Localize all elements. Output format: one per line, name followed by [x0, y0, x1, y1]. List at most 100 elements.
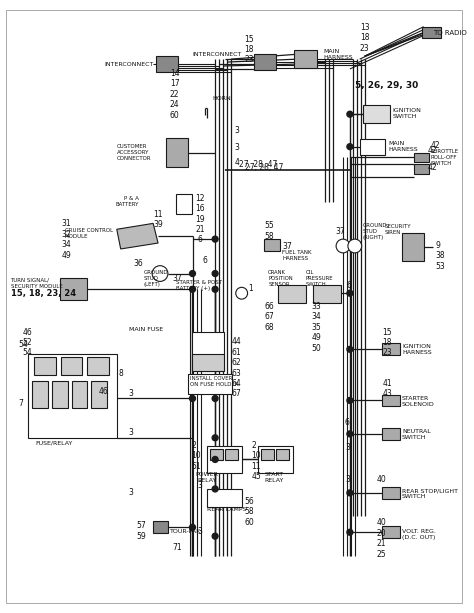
- Text: 41
43: 41 43: [383, 379, 392, 398]
- Circle shape: [152, 265, 168, 281]
- Circle shape: [347, 529, 353, 535]
- Circle shape: [212, 533, 218, 539]
- Text: 33
34
35
49
50: 33 34 35 49 50: [311, 302, 321, 352]
- Text: 3: 3: [197, 481, 202, 490]
- Text: 40
20
21
25: 40 20 21 25: [376, 519, 386, 558]
- Bar: [28, 354, 117, 438]
- Circle shape: [236, 287, 247, 299]
- Text: 2
10
51: 2 10 51: [191, 441, 201, 471]
- Circle shape: [212, 270, 218, 276]
- Bar: [294, 50, 318, 68]
- Circle shape: [348, 239, 362, 253]
- Circle shape: [347, 346, 353, 352]
- Text: 71: 71: [173, 544, 182, 552]
- Bar: [383, 428, 400, 440]
- Text: 3: 3: [235, 126, 240, 135]
- Bar: [414, 153, 428, 162]
- Text: CRUISE CONTROL
MODULE: CRUISE CONTROL MODULE: [64, 228, 113, 238]
- Circle shape: [190, 524, 195, 530]
- Text: OIL
PRESSURE
SWITCH: OIL PRESSURE SWITCH: [306, 270, 333, 287]
- Text: 57
59: 57 59: [137, 522, 146, 541]
- Text: POWER
RELAY: POWER RELAY: [196, 472, 219, 482]
- Text: IGNITION
SWITCH: IGNITION SWITCH: [392, 108, 421, 119]
- Text: 5, 26, 29, 30: 5, 26, 29, 30: [355, 81, 418, 90]
- Bar: [276, 449, 289, 460]
- Bar: [176, 194, 191, 213]
- Bar: [156, 56, 178, 72]
- Text: 11
39: 11 39: [153, 210, 163, 229]
- Circle shape: [212, 236, 218, 242]
- Text: INTERCONNECT: INTERCONNECT: [192, 51, 242, 57]
- Circle shape: [212, 395, 218, 402]
- Circle shape: [347, 397, 353, 403]
- Bar: [32, 381, 48, 408]
- Text: 7: 7: [18, 399, 23, 408]
- Bar: [87, 357, 109, 375]
- Text: 40: 40: [376, 474, 386, 484]
- Text: 3: 3: [235, 143, 240, 152]
- Circle shape: [347, 143, 353, 150]
- Text: 15
18
23: 15 18 23: [245, 34, 254, 64]
- Text: 15
18
23: 15 18 23: [383, 327, 392, 357]
- Text: 14
17
22
24
60: 14 17 22 24 60: [170, 69, 180, 120]
- Text: 9
38
53: 9 38 53: [436, 241, 445, 271]
- Text: 42: 42: [428, 163, 437, 172]
- Bar: [264, 239, 280, 251]
- Text: 46: 46: [99, 387, 109, 396]
- Text: 1: 1: [248, 284, 253, 293]
- Text: MAIN
HARNESS: MAIN HARNESS: [323, 49, 353, 60]
- Text: 2
10
11
45: 2 10 11 45: [252, 441, 261, 481]
- Text: 6: 6: [347, 281, 352, 290]
- Text: 15, 18, 23, 24: 15, 18, 23, 24: [10, 289, 76, 298]
- Text: 37: 37: [173, 274, 182, 283]
- Circle shape: [212, 457, 218, 462]
- Text: 3: 3: [128, 389, 134, 398]
- Text: HORN: HORN: [212, 96, 231, 101]
- Text: THROTTLE
ROLL-OFF
SWITCH: THROTTLE ROLL-OFF SWITCH: [430, 149, 459, 166]
- Bar: [166, 138, 188, 167]
- Text: 36: 36: [134, 259, 143, 268]
- Bar: [360, 139, 385, 154]
- Bar: [72, 381, 87, 408]
- Bar: [313, 286, 341, 303]
- Text: 66
67
68: 66 67 68: [264, 302, 274, 332]
- Bar: [188, 374, 232, 394]
- Text: 44
61
62
63
64
67: 44 61 62 63 64 67: [232, 338, 242, 398]
- Circle shape: [190, 286, 195, 292]
- Text: 37: 37: [282, 242, 292, 251]
- Text: 12
16
19
21: 12 16 19 21: [195, 194, 205, 234]
- Text: MAIN
HARNESS: MAIN HARNESS: [388, 141, 418, 152]
- Circle shape: [190, 270, 195, 276]
- Text: NEUTRAL
SWITCH: NEUTRAL SWITCH: [402, 430, 431, 440]
- Text: IGNITION
HARNESS: IGNITION HARNESS: [402, 344, 432, 355]
- Text: 6: 6: [202, 256, 207, 265]
- Text: 27, 28, 47: 27, 28, 47: [239, 160, 277, 169]
- Circle shape: [336, 239, 350, 253]
- Bar: [261, 449, 274, 460]
- Polygon shape: [117, 223, 158, 249]
- Text: STARTER & POST
BATTERY (+): STARTER & POST BATTERY (+): [176, 280, 222, 291]
- Text: START
RELAY: START RELAY: [264, 472, 284, 482]
- Bar: [225, 449, 238, 460]
- Bar: [61, 357, 82, 375]
- Bar: [153, 522, 168, 533]
- Text: 56
58
60: 56 58 60: [245, 497, 255, 527]
- Text: 3: 3: [345, 474, 350, 484]
- Text: CUSTOMER
ACCESSORY
CONNECTOR: CUSTOMER ACCESSORY CONNECTOR: [117, 144, 151, 161]
- Text: SECURITY
SIREN: SECURITY SIREN: [384, 224, 411, 235]
- Bar: [383, 527, 400, 538]
- Bar: [278, 286, 306, 303]
- Text: 3: 3: [197, 527, 202, 536]
- Text: VOLT. REG.
(D.C. OUT): VOLT. REG. (D.C. OUT): [402, 529, 436, 539]
- Text: 27, 28, 47: 27, 28, 47: [245, 163, 283, 172]
- Text: MAIN FUSE: MAIN FUSE: [129, 327, 163, 332]
- Circle shape: [212, 286, 218, 292]
- Bar: [91, 381, 107, 408]
- Bar: [192, 354, 224, 371]
- Circle shape: [347, 111, 353, 117]
- Text: GROUND
STUD
(LEFT): GROUND STUD (LEFT): [143, 270, 168, 287]
- Text: CRANK
POSITION
SENSOR: CRANK POSITION SENSOR: [268, 270, 293, 287]
- Text: INSTALL COVER
ON FUSE HOLDER: INSTALL COVER ON FUSE HOLDER: [190, 376, 238, 387]
- Circle shape: [347, 291, 353, 296]
- Bar: [192, 332, 224, 371]
